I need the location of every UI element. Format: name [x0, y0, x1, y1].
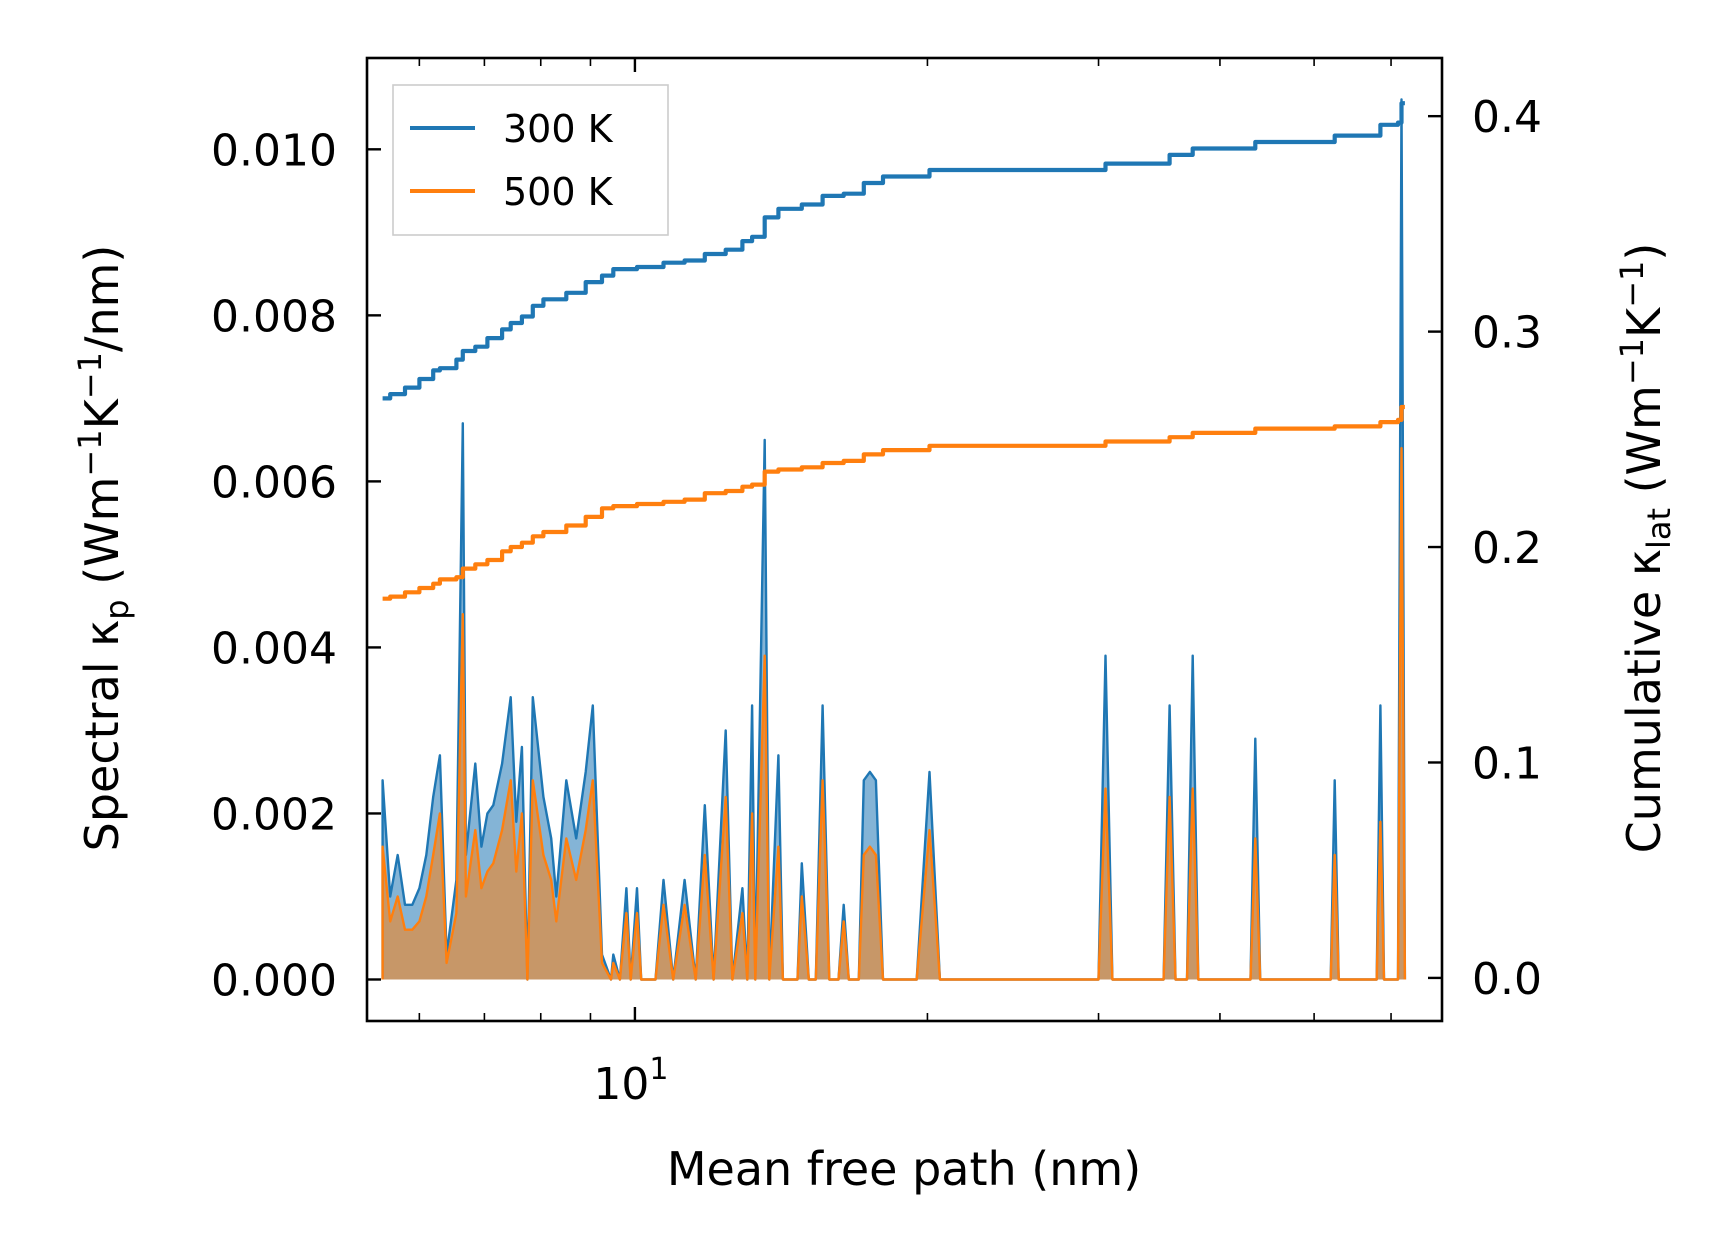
- right-label-subscript: lat: [1640, 508, 1678, 549]
- left-label-subscript: p: [98, 599, 136, 619]
- x-tick-label-base: 10: [593, 1059, 649, 1110]
- plot-frame: [365, 56, 1444, 1023]
- cumulative-line-500k: [382, 404, 1405, 601]
- left-y-axis-label: Spectral κp (Wm−1K−1/nm): [71, 245, 136, 852]
- right-y-tick-label: 0.0: [1472, 954, 1542, 1005]
- x-tick-label-exponent: 1: [649, 1052, 668, 1087]
- spectral-line-500k: [381, 447, 1407, 981]
- right-y-tick-label: 0.2: [1472, 523, 1542, 574]
- left-y-tick-label: 0.000: [211, 955, 337, 1006]
- legend-label-300k: 300 K: [503, 107, 614, 151]
- x-tick-label: 101: [593, 1052, 668, 1110]
- x-axis-label: Mean free path (nm): [667, 1142, 1141, 1196]
- cumulative-line-300k: [382, 101, 1405, 401]
- axes: 0.000 0.002 0.004 0.006 0.008 0.010 0.0 0.1 0.2 0…: [211, 56, 1542, 1110]
- left-label-main: Spectral κ: [75, 620, 129, 852]
- right-label-superscript-2: −1: [1613, 261, 1651, 308]
- right-label-main: Cumulative κ: [1617, 549, 1671, 853]
- right-y-tick-label: 0.3: [1472, 308, 1542, 359]
- right-label-unit-k: K: [1617, 306, 1671, 338]
- right-label-unit: (Wm: [1617, 385, 1671, 508]
- right-y-tick-label: 0.4: [1472, 92, 1542, 143]
- spectral-line-300k: [381, 98, 1407, 981]
- legend: 300 K 500 K: [392, 84, 669, 236]
- left-y-tick-label: 0.002: [211, 789, 337, 840]
- left-label-unit-end: /nm): [75, 245, 129, 352]
- left-y-tick-label: 0.010: [211, 125, 337, 176]
- left-y-tick-label: 0.004: [211, 623, 337, 674]
- legend-label-500k: 500 K: [503, 170, 614, 214]
- right-label-unit-end: ): [1617, 243, 1671, 261]
- right-y-tick-label: 0.1: [1472, 738, 1542, 789]
- right-label-superscript-1: −1: [1613, 338, 1651, 385]
- legend-frame: [392, 84, 669, 236]
- spectral-area-500k: [382, 448, 1405, 980]
- right-y-axis-label: Cumulative κlat (Wm−1K−1): [1613, 243, 1678, 854]
- left-label-superscript-2: −1: [71, 352, 109, 399]
- left-y-tick-label: 0.006: [211, 457, 337, 508]
- left-label-unit-k: K: [75, 397, 129, 429]
- left-label-superscript-1: −1: [71, 429, 109, 476]
- left-label-unit: (Wm: [75, 477, 129, 600]
- plot-area: [381, 98, 1407, 981]
- left-y-tick-label: 0.008: [211, 291, 337, 342]
